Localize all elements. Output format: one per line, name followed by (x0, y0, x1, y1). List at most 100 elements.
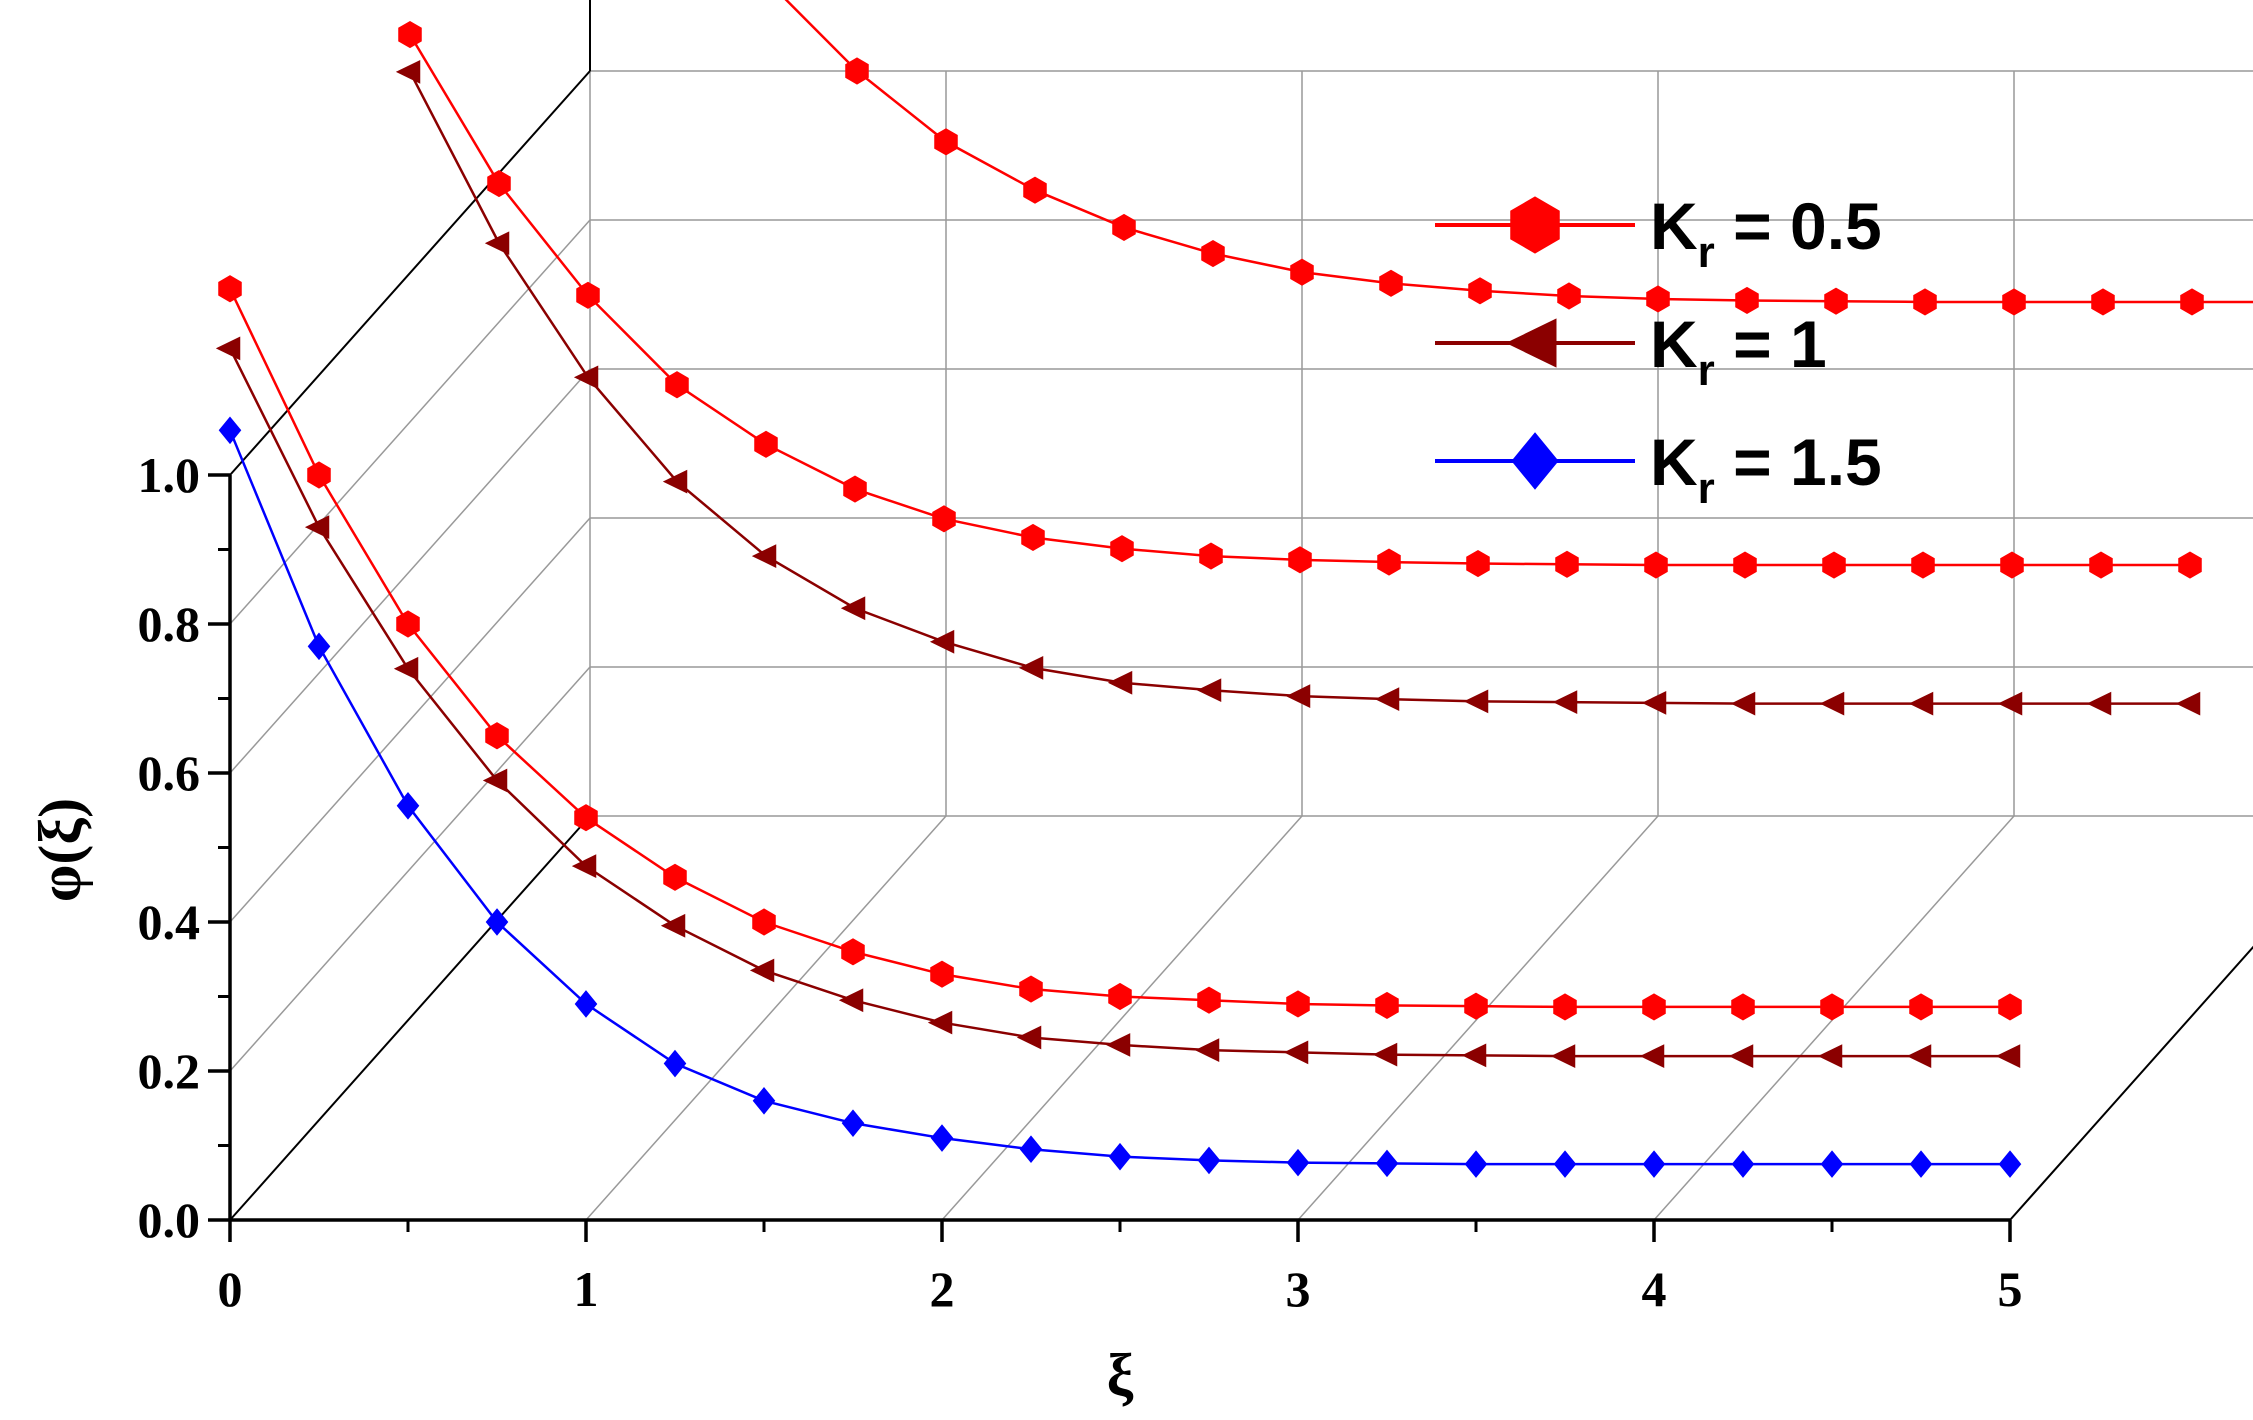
data-point (1733, 551, 1757, 579)
data-point (1018, 656, 1044, 680)
data-point (1906, 1044, 1932, 1068)
data-point (1466, 549, 1490, 578)
data-point (1550, 1044, 1576, 1068)
data-point (1911, 551, 1935, 579)
data-point (845, 57, 869, 85)
data-point (485, 722, 509, 750)
floor-right-edge (2009, 945, 2253, 1221)
data-point (660, 913, 686, 938)
data-point (749, 958, 775, 983)
data-point (571, 854, 597, 878)
data-point (1375, 991, 1399, 1020)
data-point (1731, 993, 1755, 1021)
data-point (1908, 691, 1934, 716)
data-point (665, 371, 689, 399)
data-point (662, 469, 688, 494)
data-point (1817, 1044, 1843, 1068)
data-point (1998, 1150, 2022, 1178)
data-point (485, 908, 509, 936)
legend-label: Kr = 1 (1650, 307, 1827, 395)
data-point (2180, 288, 2204, 316)
left-wall-line (229, 666, 591, 1072)
data-point (1555, 550, 1579, 578)
data-point (1379, 269, 1403, 297)
data-point (1019, 1135, 1043, 1164)
data-point (1016, 1025, 1042, 1050)
grid (229, 70, 2253, 1221)
data-point (752, 908, 776, 936)
data-point (218, 416, 242, 445)
data-point (1194, 1038, 1220, 1062)
data-point (1998, 993, 2022, 1021)
series-1-layer-1 (395, 60, 2201, 716)
data-point (1464, 992, 1488, 1020)
data-point (1824, 287, 1848, 315)
x-tick-label: 2 (930, 1261, 955, 1317)
series-0-layer-0 (218, 416, 2022, 1178)
data-point (1642, 993, 1666, 1021)
data-point (1019, 975, 1043, 1003)
data-point (752, 1087, 776, 1115)
data-point (1201, 239, 1225, 268)
depth-axis-top (229, 70, 591, 476)
data-point (2086, 691, 2112, 716)
data-point (1107, 670, 1133, 695)
data-point (1819, 691, 1845, 716)
data-point (576, 281, 600, 309)
floor-line (2009, 946, 2253, 1221)
legend-marker (1510, 196, 1560, 254)
series-2-layer-1 (398, 21, 2202, 579)
data-point (1909, 993, 1933, 1021)
data-point (840, 596, 866, 621)
data-point (1285, 684, 1311, 709)
series-line (228, 288, 2010, 1009)
data-point (396, 610, 420, 638)
x-tick-label: 4 (1642, 1261, 1667, 1317)
data-point (751, 544, 777, 568)
floor-line (585, 815, 947, 1221)
data-point (1375, 1149, 1399, 1178)
series-1-layer-0 (215, 336, 2021, 1068)
series-line (784, 0, 2253, 304)
data-point (1644, 551, 1668, 579)
data-point (1110, 535, 1134, 563)
data-point (2175, 691, 2201, 716)
data-point (929, 629, 955, 654)
data-point (1112, 213, 1136, 242)
data-point (1464, 1150, 1488, 1178)
data-point (396, 791, 420, 820)
x-axis-title: ξ (1107, 1342, 1134, 1408)
data-point (304, 515, 330, 539)
data-point (932, 505, 956, 533)
data-point (393, 656, 419, 681)
data-point (1463, 689, 1489, 714)
data-point (307, 632, 331, 661)
data-point (2091, 288, 2115, 316)
y-tick-label: 0.2 (138, 1043, 201, 1099)
data-point (663, 863, 687, 891)
y-tick-label: 0.0 (138, 1192, 201, 1248)
legend-marker (1505, 318, 1557, 368)
data-point (1468, 277, 1492, 305)
data-point (1641, 691, 1667, 715)
data-point (2000, 551, 2024, 579)
data-point (1997, 691, 2023, 716)
data-point (1820, 1150, 1844, 1178)
data-point (484, 231, 510, 256)
data-point (1372, 1042, 1398, 1067)
data-point (838, 988, 864, 1013)
legend-label: Kr = 0.5 (1650, 189, 1882, 277)
data-point (573, 365, 599, 390)
data-point (841, 1109, 865, 1137)
data-point (398, 21, 422, 49)
data-point (1199, 542, 1223, 570)
data-point (1995, 1044, 2021, 1068)
y-tick-label: 0.8 (138, 596, 201, 652)
data-point (1374, 687, 1400, 711)
left-wall-line (229, 517, 591, 923)
data-point (1731, 1150, 1755, 1178)
data-point (930, 960, 954, 988)
legend-entry: Kr = 1 (1435, 307, 1827, 395)
x-tick-label: 1 (574, 1261, 599, 1317)
data-point (1197, 1146, 1221, 1175)
